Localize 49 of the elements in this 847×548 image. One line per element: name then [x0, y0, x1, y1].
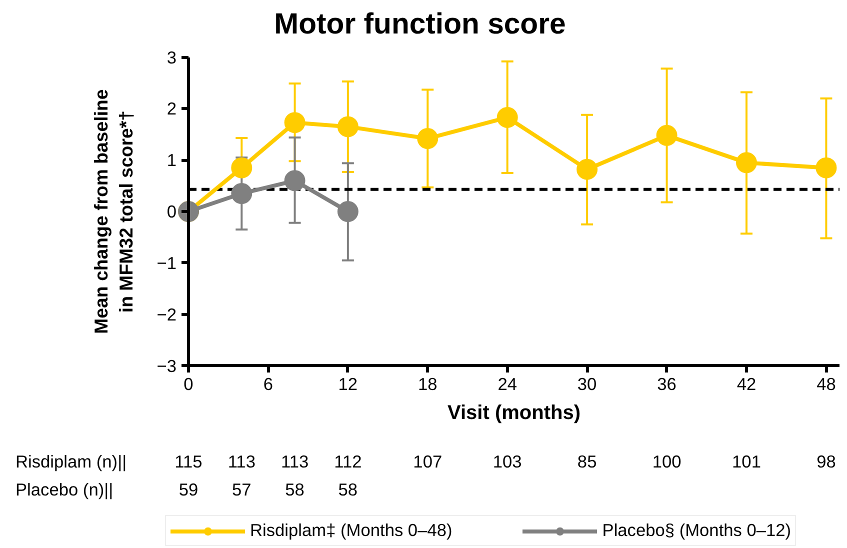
- x-tick-label: 24: [498, 374, 518, 394]
- x-tick-label: 0: [184, 374, 194, 394]
- y-tick-label: −1: [156, 252, 177, 273]
- point: [231, 157, 252, 178]
- y-axis-title: Mean change from baseline in MFM32 total score*†: [90, 89, 136, 334]
- y-tick-label: 3: [166, 47, 177, 68]
- y-tick-label: −3: [156, 356, 177, 376]
- text: 107: [413, 452, 442, 472]
- point: [496, 106, 518, 128]
- x-tick-label: 48: [816, 374, 836, 394]
- x-tick-label: 30: [577, 374, 597, 394]
- text: 113: [228, 452, 256, 472]
- y-tick-label: −2: [156, 304, 177, 324]
- text: 113: [280, 452, 309, 472]
- point: [284, 170, 306, 192]
- text: Risdiplam (n)||: [16, 452, 127, 472]
- y-tick-label: 1: [166, 150, 177, 170]
- x-tick-label: 6: [263, 374, 274, 394]
- point: [337, 116, 358, 138]
- point: [231, 183, 252, 204]
- text: 57: [232, 480, 252, 500]
- x-axis-title: Visit (months): [448, 402, 580, 424]
- point: [656, 124, 678, 146]
- text: Placebo (n)||: [16, 480, 114, 500]
- text: 100: [652, 452, 682, 472]
- point: [576, 158, 598, 180]
- y-tick-label: 0: [166, 202, 177, 222]
- legend-label: Placebo§ (Months 0–12): [602, 520, 792, 541]
- text: 112: [334, 452, 362, 472]
- x-tick-label: 42: [736, 374, 756, 394]
- y-tick-label: 2: [166, 98, 177, 119]
- text: 115: [174, 452, 202, 472]
- point: [284, 112, 306, 134]
- point: [736, 152, 757, 174]
- point: [417, 128, 438, 150]
- x-tick-label: 18: [418, 374, 438, 394]
- text: 101: [732, 452, 761, 472]
- text: 98: [816, 452, 836, 472]
- text: 85: [577, 452, 597, 472]
- text: 58: [285, 480, 304, 500]
- legend-label: Risdiplam‡ (Months 0–48): [250, 520, 452, 541]
- text: 59: [178, 480, 198, 500]
- x-tick-label: 36: [657, 374, 676, 394]
- point: [816, 157, 837, 178]
- text: 58: [338, 480, 358, 500]
- point: [337, 201, 358, 222]
- chart-title: Motor function score: [274, 8, 566, 40]
- text: 103: [492, 452, 522, 472]
- x-tick-label: 12: [338, 374, 358, 394]
